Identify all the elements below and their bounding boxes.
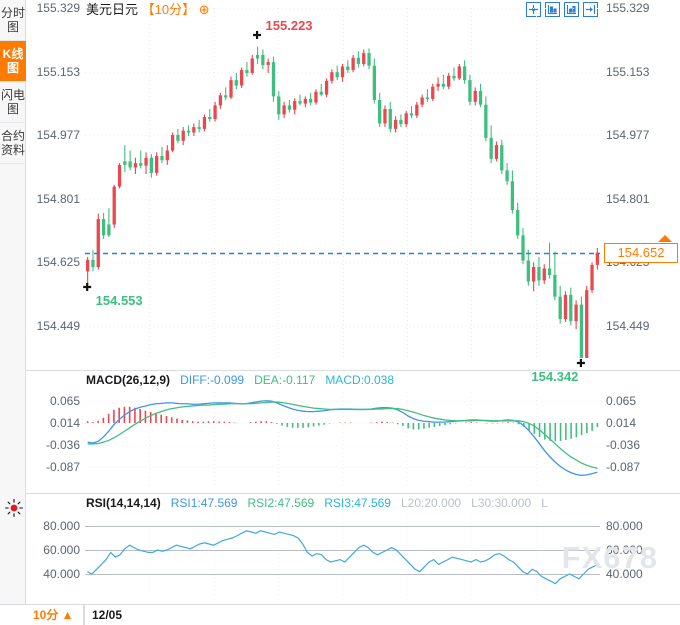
period-low-right-label: 154.342 (531, 369, 579, 385)
price-panel[interactable]: 美元日元 【10分】 ⊕ (26, 0, 680, 384)
price-axis-tick-left: 154.449 (36, 318, 80, 333)
sidebar-item-contract[interactable]: 合约资料 (0, 123, 26, 164)
macd-panel[interactable]: MACD(26,12,9) DIFF:-0.099 DEA:-0.117 MAC… (26, 370, 680, 492)
macd-value-label: MACD:0.038 (325, 373, 395, 387)
macd-axis-tick-left: -0.087 (45, 460, 80, 475)
low-left-cross-marker: ✚ (82, 282, 92, 295)
rsi-name-label: RSI(14,14,14) (86, 496, 161, 510)
macd-plot[interactable] (85, 392, 600, 488)
current-price-arrow-icon (658, 234, 672, 242)
rsi-axis-tick-right: 40.000 (606, 567, 643, 581)
sidebar-item-kline-label: K线图 (2, 47, 24, 75)
sidebar-item-lightning-label: 闪电图 (0, 88, 25, 116)
sidebar-item-contract-label: 合约资料 (0, 129, 25, 157)
rsi-axis-tick-left: 80.000 (43, 519, 80, 533)
rsi-plot[interactable] (85, 514, 600, 598)
symbol-label: 美元日元 (86, 2, 139, 17)
rsi-axis-tick-left: 60.000 (43, 543, 80, 557)
macd-series (85, 392, 600, 488)
current-price-badge[interactable]: 154.652 (604, 242, 678, 263)
rsi-axis-tick-right: 60.000 (606, 543, 643, 557)
sidebar-item-timeline-label: 分时图 (0, 6, 25, 34)
left-sidebar: 分时图 K线图 闪电图 合约资料 (0, 0, 26, 604)
rsi-l-label: L (541, 496, 548, 510)
status-period-box[interactable] (26, 605, 84, 625)
rsi1-label: RSI1:47.569 (170, 496, 238, 510)
macd-axis-tick-left: 0.014 (49, 415, 80, 430)
rsi-header: RSI(14,14,14) RSI1:47.569 RSI2:47.569 RS… (86, 496, 548, 510)
period-label: 【10分】 (141, 2, 196, 17)
chart-layout-right-icon[interactable] (564, 2, 579, 17)
chart-area: 美元日元 【10分】 ⊕ (26, 0, 680, 604)
rsi-axis-tick-left: 40.000 (43, 567, 80, 581)
macd-axis-tick-right: 0.014 (606, 415, 637, 430)
rsi-series (85, 514, 600, 598)
macd-axis-tick-right: -0.087 (606, 460, 641, 475)
price-axis-tick-right: 155.153 (606, 64, 650, 79)
price-axis-tick-right: 154.449 (606, 318, 650, 333)
rsi-l20-label: L20:20.000 (401, 496, 462, 510)
rsi-l30-label: L30:30.000 (471, 496, 532, 510)
macd-axis-tick-right: -0.036 (606, 437, 641, 452)
price-axis-tick-left: 154.625 (36, 255, 80, 270)
period-high-label: 155.223 (265, 17, 313, 33)
rsi-axis-tick-right: 80.000 (606, 519, 643, 533)
brightness-icon[interactable] (4, 498, 24, 518)
price-axis-tick-left: 154.801 (36, 191, 80, 206)
macd-dea-label: DEA:-0.117 (254, 373, 316, 387)
chart-layout-left-icon[interactable] (545, 2, 560, 17)
candlestick-series (85, 8, 600, 358)
price-plot[interactable] (85, 8, 600, 358)
crosshair-target-icon[interactable]: ⊕ (198, 2, 210, 17)
price-axis-tick-right: 155.329 (606, 1, 650, 16)
macd-axis-tick-left: 0.065 (49, 393, 80, 408)
price-axis-tick-right: 154.801 (606, 191, 650, 206)
rsi3-label: RSI3:47.569 (324, 496, 391, 510)
price-axis-tick-left: 155.153 (36, 64, 80, 79)
chart-expand-icon[interactable] (583, 2, 598, 17)
sidebar-item-timeline[interactable]: 分时图 (0, 0, 26, 41)
high-cross-marker: ✚ (252, 29, 262, 42)
move-crosshair-icon[interactable] (526, 2, 541, 17)
rsi-panel[interactable]: RSI(14,14,14) RSI1:47.569 RSI2:47.569 RS… (26, 493, 680, 604)
price-axis-tick-right: 154.977 (606, 128, 650, 143)
status-bar: 10分 ▲ 12/05 (0, 604, 680, 625)
chart-toolbar (526, 2, 598, 17)
chart-title: 美元日元 【10分】 ⊕ (86, 2, 210, 18)
macd-name-label: MACD(26,12,9) (86, 373, 171, 387)
period-low-left-label: 154.553 (95, 293, 143, 309)
status-date-label: 12/05 (92, 608, 123, 622)
macd-header: MACD(26,12,9) DIFF:-0.099 DEA:-0.117 MAC… (86, 373, 394, 387)
low-right-cross-marker: ✚ (576, 358, 586, 371)
sidebar-item-kline[interactable]: K线图 (0, 41, 26, 82)
price-axis-tick-left: 155.329 (36, 1, 80, 16)
sidebar-item-lightning[interactable]: 闪电图 (0, 82, 26, 123)
price-axis-tick-left: 154.977 (36, 128, 80, 143)
macd-axis-tick-right: 0.065 (606, 393, 637, 408)
macd-diff-label: DIFF:-0.099 (180, 373, 245, 387)
status-divider (84, 605, 85, 625)
macd-axis-tick-left: -0.036 (45, 437, 80, 452)
status-period-label[interactable]: 10分 ▲ (33, 608, 74, 622)
rsi2-label: RSI2:47.569 (247, 496, 315, 510)
